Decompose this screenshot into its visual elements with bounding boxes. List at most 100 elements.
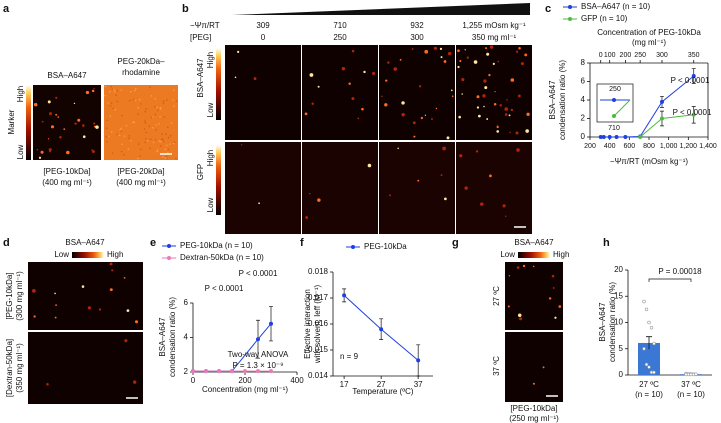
speckle xyxy=(124,339,128,343)
micrograph-bg xyxy=(456,142,532,234)
colorbar-low: Low xyxy=(206,197,215,212)
speckle xyxy=(169,134,172,137)
colorbar-low: Low xyxy=(16,144,25,159)
speckle xyxy=(116,133,118,136)
speckle xyxy=(41,120,44,123)
x2-tick-label: 200 xyxy=(620,52,632,59)
speckle xyxy=(150,95,153,97)
speckle xyxy=(32,288,36,293)
micrograph xyxy=(505,262,563,330)
speckle xyxy=(156,106,158,109)
y-axis-label: Effective interaction xyxy=(303,289,312,359)
speckle xyxy=(106,119,108,122)
speckle xyxy=(134,89,136,92)
speckle xyxy=(107,135,110,138)
speckle xyxy=(137,107,139,109)
speckle xyxy=(444,197,447,201)
x2-tick-label: 350 xyxy=(688,52,700,59)
speckle xyxy=(87,306,92,310)
data-point xyxy=(642,299,646,304)
speckle xyxy=(385,79,388,82)
micrograph xyxy=(379,142,455,234)
speckle xyxy=(508,275,511,277)
x-tick-label: 1,400 xyxy=(699,143,717,150)
speckle xyxy=(309,192,311,195)
speckle xyxy=(82,124,85,127)
data-point xyxy=(256,369,260,374)
speckle xyxy=(151,126,154,129)
x-tick-label: 1,000 xyxy=(660,143,678,150)
row-label: (300 mg ml⁻¹) xyxy=(15,271,24,321)
speckle xyxy=(74,122,77,125)
speckle xyxy=(166,126,169,128)
speckle xyxy=(496,124,499,126)
speckle xyxy=(162,100,165,102)
data-point xyxy=(644,307,649,312)
speckle xyxy=(515,131,519,135)
image-caption: [PEG-10kDa] xyxy=(510,404,557,413)
speckle xyxy=(130,140,132,142)
speckle xyxy=(483,79,487,83)
speckle xyxy=(38,156,42,159)
speckle xyxy=(116,89,119,92)
y-axis-label: condensation ratio (%) xyxy=(168,297,177,377)
speckle xyxy=(433,46,437,50)
y-tick-label: 8 xyxy=(581,58,586,67)
speckle xyxy=(66,150,70,155)
legend-label: BSA–A647 (n = 10) xyxy=(581,2,650,11)
micrograph-bg xyxy=(225,45,301,140)
speckle xyxy=(486,118,489,120)
speckle xyxy=(363,70,366,74)
speckle xyxy=(146,140,149,142)
speckle xyxy=(532,382,535,385)
colorbar xyxy=(216,48,221,120)
speckle xyxy=(439,47,443,51)
data-point xyxy=(230,369,234,374)
speckle xyxy=(524,53,528,57)
speckle xyxy=(387,61,390,64)
speckle xyxy=(46,382,49,386)
legend-label: GFP (n = 10) xyxy=(581,14,628,23)
colorbar-high: High xyxy=(16,86,25,102)
y-axis-label: condensation ratio (%) xyxy=(608,282,617,362)
speckle xyxy=(158,140,161,142)
speckle xyxy=(484,86,488,90)
data-point xyxy=(659,99,664,104)
y-axis-label: with solvent, Ieff (M⁻¹) xyxy=(313,285,322,365)
x2-tick-label: 100 xyxy=(604,52,616,59)
speckle xyxy=(158,122,160,125)
speckle xyxy=(411,48,414,50)
panel-label: f xyxy=(300,237,304,249)
speckle xyxy=(167,148,170,151)
speckle xyxy=(139,155,141,157)
y-tick-label: 2 xyxy=(184,367,189,376)
speckle xyxy=(48,112,52,116)
speckle xyxy=(457,49,460,53)
speckle xyxy=(384,103,388,107)
speckle xyxy=(165,155,168,158)
speckle xyxy=(116,100,119,103)
data-point xyxy=(649,326,654,330)
speckle xyxy=(109,115,112,117)
speckle xyxy=(165,144,168,147)
data-point xyxy=(191,369,195,374)
y-tick-label: 10 xyxy=(614,318,623,327)
osm-value: 710 xyxy=(333,21,347,30)
data-point xyxy=(642,347,646,351)
osm-value: 932 xyxy=(410,21,424,30)
y-tick-label: 15 xyxy=(614,291,623,300)
x-axis-label: Concentration (mg ml⁻¹) xyxy=(202,385,288,394)
speckle xyxy=(149,86,151,88)
speckle xyxy=(144,122,147,124)
speckle xyxy=(489,174,492,178)
speckle xyxy=(159,108,162,111)
speckle xyxy=(304,112,308,116)
speckle xyxy=(163,116,166,118)
y-tick-label: 5 xyxy=(619,344,624,353)
speckle xyxy=(517,94,521,98)
image-title: BSA–A647 xyxy=(47,71,87,80)
speckle xyxy=(173,141,176,144)
data-point xyxy=(243,369,247,374)
image-caption: [PEG-10kDa] xyxy=(43,167,90,176)
y-axis-label: BSA–A647 xyxy=(548,80,557,120)
